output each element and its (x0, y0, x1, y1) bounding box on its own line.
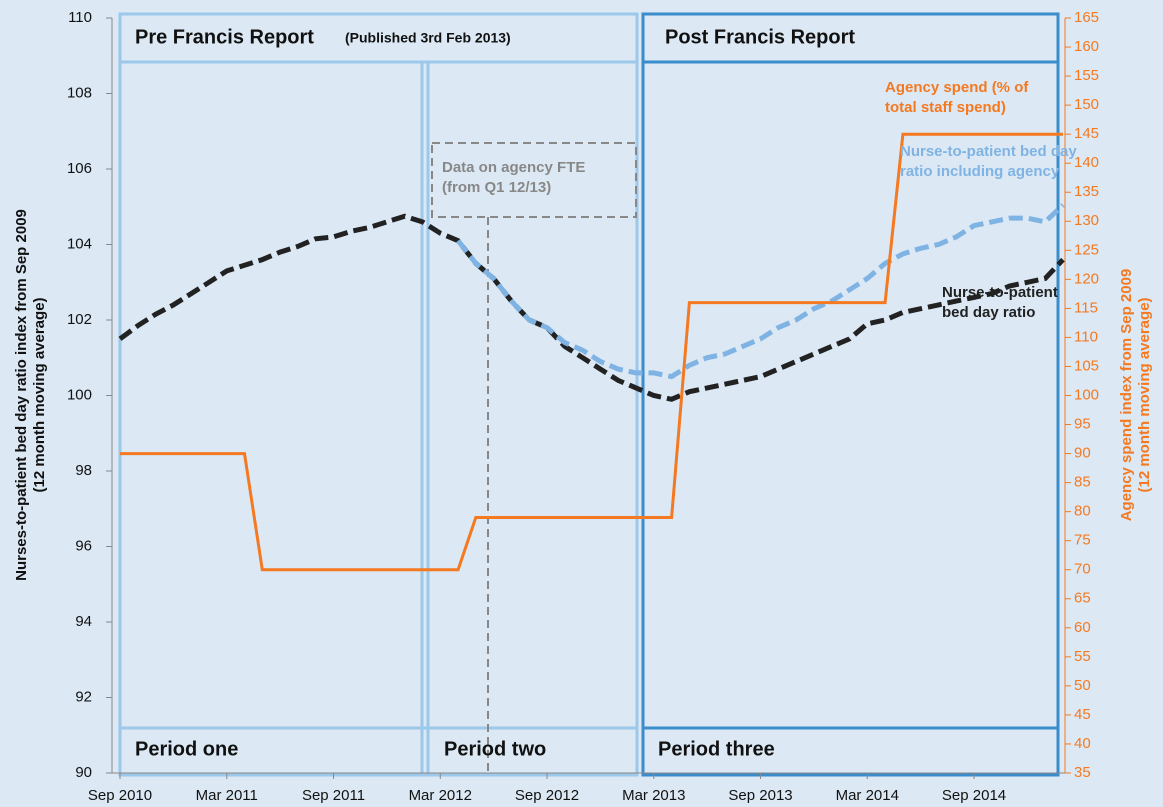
y2-tick-label: 70 (1074, 561, 1091, 578)
y2-label-line: Agency spend index from Sep 2009 (1118, 269, 1135, 522)
x-tick-label: Sep 2012 (515, 787, 579, 804)
y2-tick-label: 165 (1074, 9, 1099, 26)
x-tick-label: Sep 2011 (302, 787, 365, 804)
series-label: Nurse-to-patient bed day ratio (942, 284, 1058, 321)
y2-tick-label: 160 (1074, 38, 1099, 55)
y2-tick-label: 65 (1074, 590, 1091, 607)
y2-tick-label: 155 (1074, 67, 1099, 84)
fte-box (431, 142, 637, 218)
x-tick-label: Sep 2010 (88, 787, 152, 804)
series-line (456, 203, 1065, 380)
x-tick-label: Sep 2013 (728, 787, 792, 804)
y2-tick-label: 90 (1074, 445, 1091, 462)
x-tick-label: Mar 2012 (409, 787, 472, 804)
y-tick-label: 106 (67, 160, 92, 177)
annotation: Period two (444, 738, 546, 760)
annotation: Period three (658, 738, 775, 760)
annotation: Data on agency FTE (from Q1 12/13) (442, 159, 586, 196)
y-tick-label: 96 (75, 537, 92, 554)
x-tick-label: Mar 2013 (622, 787, 685, 804)
annotation: (Published 3rd Feb 2013) (345, 30, 511, 46)
y2-tick-label: 145 (1074, 125, 1099, 142)
y-label-line: Nurses-to-patient bed day ratio index fr… (13, 209, 30, 581)
y2-tick-label: 55 (1074, 648, 1091, 665)
y-tick-label: 108 (67, 84, 92, 101)
series-line (118, 213, 1065, 402)
y2-tick-label: 80 (1074, 503, 1091, 520)
y-tick-label: 98 (75, 462, 92, 479)
y-tick-label: 100 (67, 386, 92, 403)
pre-box (118, 12, 639, 777)
y2-tick-label: 100 (1074, 386, 1099, 403)
annotation: Period one (135, 738, 238, 760)
y2-tick-label: 130 (1074, 212, 1099, 229)
y2-tick-label: 45 (1074, 706, 1091, 723)
y2-tick-label: 95 (1074, 416, 1091, 433)
y2-tick-label: 85 (1074, 474, 1091, 491)
post-box (641, 12, 1060, 777)
y2-tick-label: 75 (1074, 532, 1091, 549)
y-tick-label: 94 (75, 613, 92, 630)
x-tick-label: Sep 2014 (942, 787, 1006, 804)
y2-tick-label: 105 (1074, 357, 1099, 374)
y-label-line: (12 month moving average) (31, 297, 48, 492)
y-label: Nurses-to-patient bed day ratio index fr… (13, 209, 48, 581)
y2-tick-label: 120 (1074, 270, 1099, 287)
y2-tick-label: 125 (1074, 241, 1099, 258)
annotation: Pre Francis Report (135, 26, 314, 48)
series-label: Nurse-to-patient bed day ratio including… (900, 143, 1077, 180)
y2-tick-label: 50 (1074, 677, 1091, 694)
y2-tick-label: 40 (1074, 735, 1091, 752)
series-line (120, 132, 1063, 572)
y2-label-line: (12 month moving average) (1136, 297, 1153, 492)
period-boxes (118, 12, 1060, 777)
period-one-box (118, 60, 424, 777)
x-tick-label: Mar 2011 (196, 787, 258, 804)
y-tick-label: 104 (67, 235, 92, 252)
y-tick-label: 90 (75, 764, 92, 781)
y2-tick-label: 60 (1074, 619, 1091, 636)
y2-tick-label: 115 (1074, 299, 1098, 316)
annotation: Post Francis Report (665, 26, 855, 48)
y-tick-label: 102 (67, 311, 92, 328)
y2-tick-label: 140 (1074, 154, 1099, 171)
series-label: Agency spend (% of total staff spend) (885, 79, 1029, 116)
y2-label: Agency spend index from Sep 2009 (12 mon… (1118, 269, 1153, 522)
y2-tick-label: 135 (1074, 183, 1099, 200)
y-tick-label: 110 (68, 9, 92, 26)
x-tick-label: Mar 2014 (836, 787, 899, 804)
y2-tick-label: 35 (1074, 764, 1091, 781)
period-two-box (426, 60, 639, 777)
y-tick-label: 92 (75, 688, 92, 705)
y2-tick-label: 150 (1074, 96, 1099, 113)
y2-tick-label: 110 (1074, 328, 1098, 345)
